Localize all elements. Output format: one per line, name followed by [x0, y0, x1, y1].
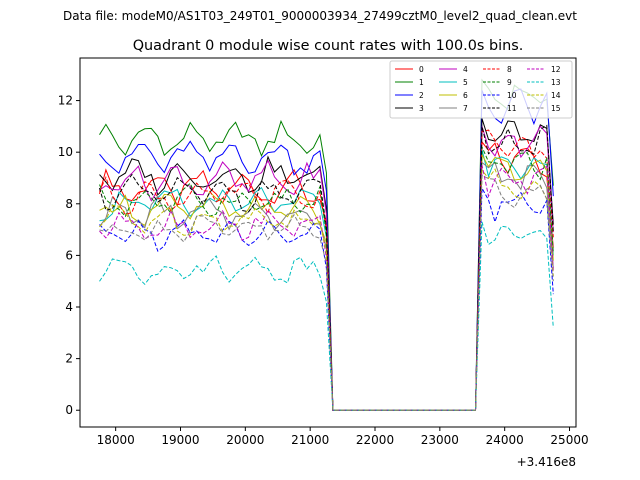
y-tick-label: 4	[65, 300, 73, 314]
legend-label-1: 1	[419, 78, 424, 87]
plot-frame	[79, 57, 577, 428]
chart-title: Quadrant 0 module wise count rates with …	[133, 38, 524, 54]
legend-label-0: 0	[419, 65, 424, 74]
legend-label-13: 13	[551, 78, 561, 87]
legend-label-4: 4	[463, 65, 468, 74]
x-offset-label: +3.416e8	[517, 455, 576, 469]
y-tick-label: 2	[65, 352, 73, 366]
y-tick-label: 10	[58, 145, 73, 159]
legend-label-9: 9	[507, 78, 512, 87]
x-axis: 18000 19000 20000 21000 22000 23000 24000 25000	[97, 427, 589, 447]
y-tick-label: 6	[65, 248, 73, 262]
legend-label-15: 15	[551, 104, 561, 113]
x-tick-label: 25000	[550, 433, 588, 447]
y-tick-label: 8	[65, 197, 73, 211]
x-tick-label: 24000	[486, 433, 524, 447]
legend-label-2: 2	[419, 91, 424, 100]
x-tick-label: 20000	[226, 433, 264, 447]
y-axis: 0 2 4 6 8 10 12	[58, 94, 80, 417]
legend-box	[389, 60, 573, 119]
y-tick-label: 12	[58, 94, 73, 108]
x-tick-label: 21000	[291, 433, 329, 447]
series-line-15	[99, 174, 554, 411]
x-tick-label: 19000	[161, 433, 199, 447]
series-line-13	[99, 221, 554, 411]
series-layer	[99, 78, 554, 411]
legend-label-14: 14	[551, 91, 561, 100]
legend-label-5: 5	[463, 78, 468, 87]
series-line-14	[99, 168, 554, 411]
legend-label-3: 3	[419, 104, 424, 113]
chart-suptitle: Data file: modeM0/AS1T03_249T01_90000039…	[63, 9, 577, 23]
x-tick-label: 18000	[97, 433, 135, 447]
x-tick-label: 22000	[356, 433, 394, 447]
legend-label-8: 8	[507, 65, 512, 74]
legend-label-11: 11	[507, 104, 517, 113]
legend-label-12: 12	[551, 65, 561, 74]
legend-label-6: 6	[463, 91, 468, 100]
legend-label-10: 10	[507, 91, 517, 100]
legend-label-7: 7	[463, 104, 468, 113]
y-tick-label: 0	[65, 403, 73, 417]
x-tick-label: 23000	[421, 433, 459, 447]
